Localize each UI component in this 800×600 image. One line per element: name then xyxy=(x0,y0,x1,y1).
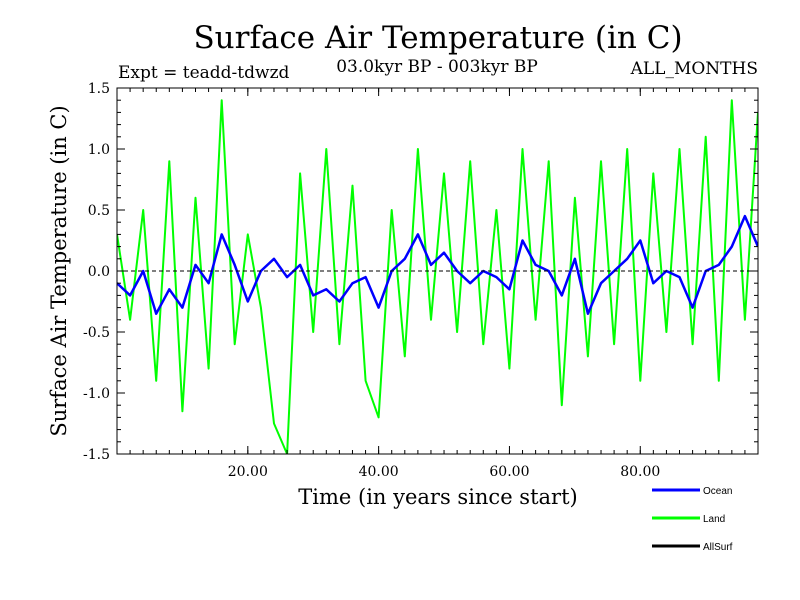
series-line-land xyxy=(117,99,758,454)
y-tick-label: -1.0 xyxy=(83,386,110,402)
y-axis-label: Surface Air Temperature (in C) xyxy=(47,105,71,436)
legend-label-ocean: Ocean xyxy=(703,486,732,497)
y-tick-label: 0.0 xyxy=(88,264,110,280)
plot-area xyxy=(117,99,758,454)
chart-title: Surface Air Temperature (in C) xyxy=(193,20,682,56)
legend-label-allsurf: AllSurf xyxy=(703,542,733,553)
legend: Ocean Land AllSurf xyxy=(652,486,733,553)
y-tick-label: -0.5 xyxy=(83,325,110,341)
x-tick-label: 20.00 xyxy=(228,464,268,480)
legend-label-land: Land xyxy=(703,514,725,525)
x-tick-label: 60.00 xyxy=(489,464,529,480)
x-axis-label: Time (in years since start) xyxy=(298,485,577,509)
series-line-ocean xyxy=(117,214,758,315)
y-tick-label: 1.0 xyxy=(88,142,110,158)
period-label: 03.0kyr BP - 003kyr BP xyxy=(336,57,538,77)
y-tick-label: 1.5 xyxy=(88,81,110,97)
axes: -1.5 -1.0 -0.5 0.0 0.5 1.0 1.5 20.00 40.00 60.00 8… xyxy=(83,81,759,480)
x-tick-label: 40.00 xyxy=(359,464,399,480)
experiment-label: Expt = teadd-tdwzd xyxy=(118,63,290,83)
months-label: ALL_MONTHS xyxy=(630,59,758,79)
x-tick-label: 80.00 xyxy=(620,464,660,480)
y-tick-label: 0.5 xyxy=(88,203,110,219)
y-tick-label: -1.5 xyxy=(83,447,110,463)
